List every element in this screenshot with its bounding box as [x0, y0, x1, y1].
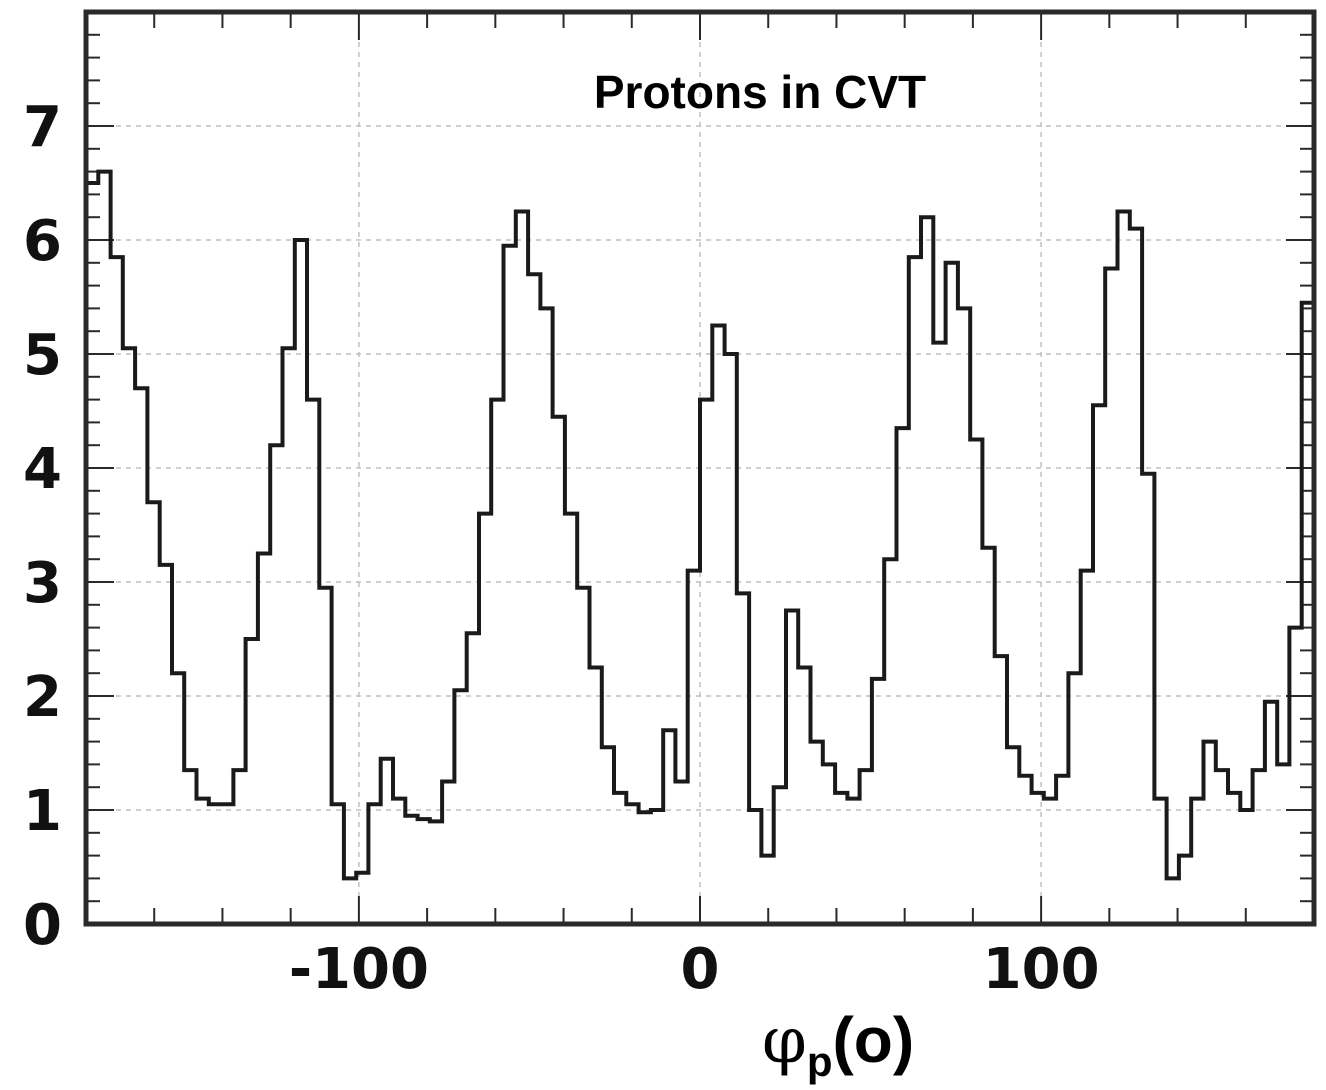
y-tick-label: 6: [23, 209, 62, 274]
plot-frame: [83, 9, 1317, 927]
y-tick-label: 1: [23, 779, 62, 844]
x-axis-tick-labels: -100 0 100: [289, 937, 1100, 1002]
y-tick-label: 5: [23, 323, 62, 388]
chart-title: Protons in CVT: [594, 66, 926, 118]
x-axis-label-subscript: p: [807, 1038, 833, 1085]
y-tick-label: 7: [23, 95, 62, 160]
y-axis-tick-labels: 0 1 2 3 4 5 6 7: [23, 95, 62, 958]
y-tick-label: 0: [23, 893, 62, 958]
x-tick-label: 100: [983, 937, 1100, 1002]
x-axis-label-unit: (o): [832, 1004, 914, 1076]
y-tick-label: 2: [23, 665, 62, 730]
x-axis-label-symbol: φ: [762, 1004, 807, 1078]
x-axis-label: φp(o): [762, 1004, 914, 1085]
y-tick-label: 3: [23, 551, 62, 616]
histogram-line: [86, 169, 1314, 881]
svg-text:φp(o): φp(o): [762, 1004, 914, 1085]
y-tick-label: 4: [23, 437, 62, 502]
x-tick-label: -100: [289, 937, 429, 1002]
x-tick-label: 0: [681, 937, 720, 1002]
